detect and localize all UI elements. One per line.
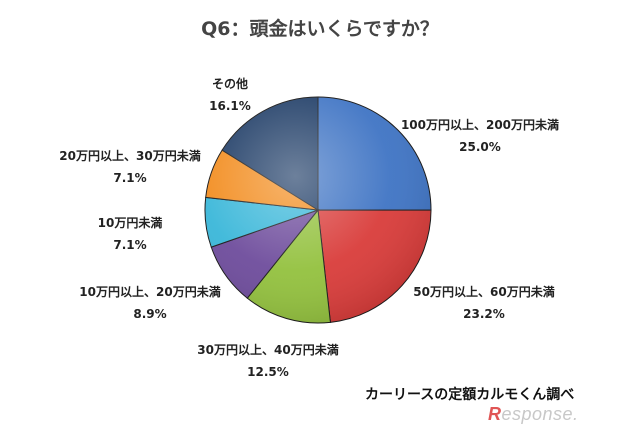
- slice-label: その他: [212, 76, 248, 91]
- slice-label: 100万円以上、200万円未満: [401, 117, 559, 132]
- slice-label: 10万円以上、20万円未満: [79, 284, 220, 299]
- slice-label: 50万円以上、60万円未満: [413, 284, 554, 299]
- pie-slices: [204, 96, 432, 324]
- pie-slice: [317, 96, 432, 211]
- source-note: カーリースの定額カルモくん調べ: [365, 387, 575, 403]
- slice-percent-label: 12.5%: [247, 365, 289, 379]
- slice-label: 10万円未満: [98, 215, 163, 230]
- slice-label: 30万円以上、40万円未満: [197, 342, 338, 357]
- slice-percent-label: 23.2%: [463, 307, 505, 321]
- slice-percent-label: 16.1%: [209, 99, 251, 113]
- slice-percent-label: 8.9%: [133, 307, 166, 321]
- pie-labels: 100万円以上、200万円未満 25.0% 50万円以上、60万円未満 23.2% 30…: [59, 76, 559, 379]
- slice-percent-label: 7.1%: [113, 171, 146, 185]
- pie-slice: [317, 209, 432, 323]
- slice-label: 20万円以上、30万円未満: [59, 148, 200, 163]
- slice-percent-label: 7.1%: [113, 238, 146, 252]
- watermark-logo: Response.: [488, 404, 579, 424]
- chart-title: Q6：頭金はいくらですか？: [201, 18, 439, 40]
- slice-percent-label: 25.0%: [459, 140, 501, 154]
